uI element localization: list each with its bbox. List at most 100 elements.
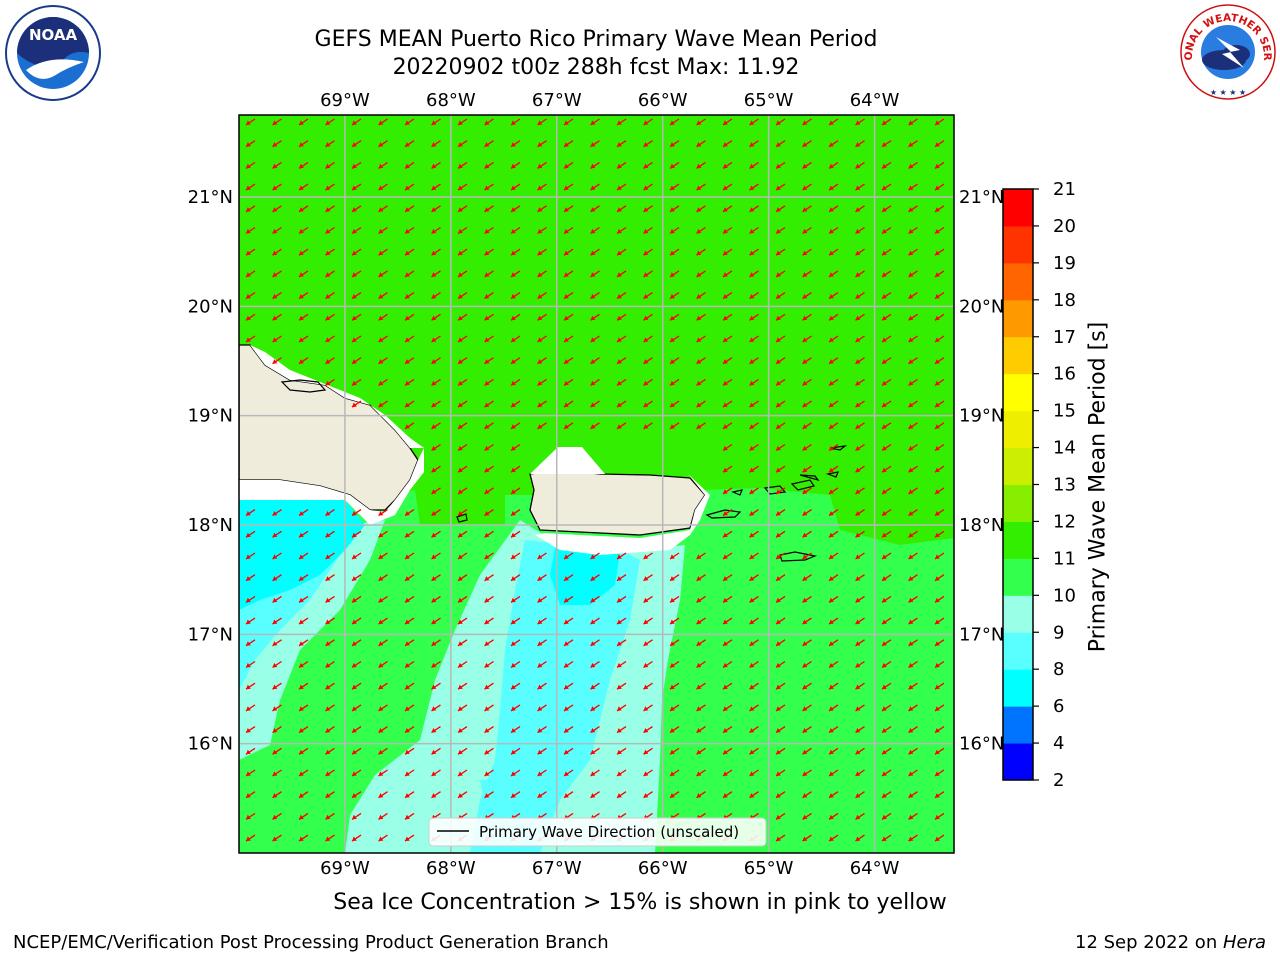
wave-arrow-head xyxy=(643,380,649,386)
wave-arrow-head xyxy=(802,489,808,494)
noaa-logo-icon: NOAA xyxy=(4,4,102,106)
wave-arrow-head xyxy=(617,619,622,625)
wave-arrow-head xyxy=(272,814,278,820)
wave-arrow-head xyxy=(511,294,516,299)
wave-arrow-head xyxy=(696,771,702,776)
wave-arrow-head xyxy=(670,749,675,755)
wave-arrow-head xyxy=(882,163,887,169)
wave-arrow-head xyxy=(855,728,861,733)
wave-arrow-head xyxy=(299,272,304,277)
wave-arrow-head xyxy=(564,380,569,386)
wave-arrow-head xyxy=(272,619,278,625)
wave-arrow-head xyxy=(643,207,649,212)
wave-arrow-head xyxy=(272,641,278,646)
wave-arrow-head xyxy=(246,532,251,538)
wave-arrow-head xyxy=(696,706,702,711)
wave-arrow-head xyxy=(855,163,861,169)
wave-arrow-head xyxy=(405,315,410,321)
wave-arrow-head xyxy=(802,662,808,668)
wave-arrow-head xyxy=(776,402,781,408)
wave-arrow-head xyxy=(723,706,728,711)
wave-arrow-head xyxy=(829,662,834,668)
lat-tick-left: 20°N xyxy=(188,296,233,317)
field-band-6-8-west xyxy=(239,500,365,610)
wave-arrow-head xyxy=(617,207,622,212)
wave-arrow-head xyxy=(749,662,755,668)
wave-arrow-head xyxy=(749,728,755,733)
wave-arrow-head xyxy=(352,272,357,277)
footer-host: Hera xyxy=(1222,932,1266,953)
wave-arrow-head xyxy=(272,662,278,668)
wave-arrow-head xyxy=(246,814,251,820)
colorbar-tick-label: 9 xyxy=(1053,622,1064,643)
wave-arrow-head xyxy=(670,359,675,364)
wave-arrow-head xyxy=(378,597,384,603)
wave-arrow-head xyxy=(617,424,622,429)
wave-arrow-head xyxy=(299,576,304,581)
wave-arrow-head xyxy=(802,315,808,321)
lat-tick-left: 18°N xyxy=(188,515,233,536)
colorbar-tick-label: 11 xyxy=(1053,548,1076,569)
colorbar-swatch xyxy=(1003,262,1033,301)
wave-arrow-head xyxy=(723,597,728,603)
wave-arrow-head xyxy=(696,250,702,256)
footer-date: 12 Sep 2022 on Hera xyxy=(1075,932,1266,953)
wave-arrow-head xyxy=(802,728,808,733)
land-anguilla xyxy=(825,445,848,478)
wave-arrow-head xyxy=(829,380,834,386)
wave-arrow-head xyxy=(617,185,622,191)
wave-arrow-head xyxy=(299,315,304,321)
wave-arrow-head xyxy=(696,142,702,147)
wave-arrow-head xyxy=(299,793,304,798)
wave-arrow-head xyxy=(935,142,940,147)
wave-arrow-head xyxy=(855,684,861,690)
wave-arrow-head xyxy=(882,337,887,342)
wave-arrow-head xyxy=(829,597,834,603)
wave-arrow-head xyxy=(908,489,914,494)
wave-arrow-head xyxy=(511,359,516,364)
wave-arrow-head xyxy=(670,771,675,776)
wave-arrow-head xyxy=(484,402,490,408)
wave-arrow-head xyxy=(776,359,781,364)
wave-arrow-head xyxy=(935,380,940,386)
wave-arrow-head xyxy=(431,597,437,603)
wave-arrow-head xyxy=(431,489,437,494)
wave-arrow-head xyxy=(935,163,940,169)
wave-arrow-head xyxy=(908,793,914,798)
wave-arrow-head xyxy=(855,749,861,755)
wave-arrow-head xyxy=(299,359,304,364)
wave-arrow-head xyxy=(511,207,516,212)
wave-arrow-head xyxy=(749,467,755,473)
wave-arrow-head xyxy=(272,185,278,191)
wave-arrow-head xyxy=(590,337,596,342)
wave-arrow-head xyxy=(882,511,887,516)
wave-arrow-head xyxy=(670,662,675,668)
wave-arrow-head xyxy=(431,120,437,125)
wave-arrow-head xyxy=(829,771,834,776)
wave-arrow-head xyxy=(431,315,437,321)
wave-arrow-head xyxy=(829,294,834,299)
wave-arrow-head xyxy=(829,532,834,538)
wave-arrow-head xyxy=(590,120,596,125)
wave-arrow-head xyxy=(299,163,304,169)
wave-arrow-head xyxy=(537,185,543,191)
wave-arrow-head xyxy=(802,207,808,212)
wave-arrow-head xyxy=(882,185,887,191)
wave-arrow-head xyxy=(723,380,728,386)
wave-arrow-head xyxy=(299,728,304,733)
wave-arrow-head xyxy=(352,207,357,212)
wave-arrow-head xyxy=(749,142,755,147)
wave-arrow-head xyxy=(643,554,649,559)
wave-arrow-head xyxy=(696,207,702,212)
wave-arrow-head xyxy=(935,728,940,733)
wave-arrow-head xyxy=(908,511,914,516)
wave-arrow-head xyxy=(537,424,543,429)
wave-arrow-head xyxy=(564,662,569,668)
wave-arrow-head xyxy=(855,250,861,256)
wave-arrow-head xyxy=(405,207,410,212)
wave-arrow-head xyxy=(431,793,437,798)
lon-tick-bottom: 69°W xyxy=(320,858,370,879)
wave-arrow-head xyxy=(246,749,251,755)
wave-arrow-head xyxy=(431,749,437,755)
wave-arrow-head xyxy=(246,511,251,516)
